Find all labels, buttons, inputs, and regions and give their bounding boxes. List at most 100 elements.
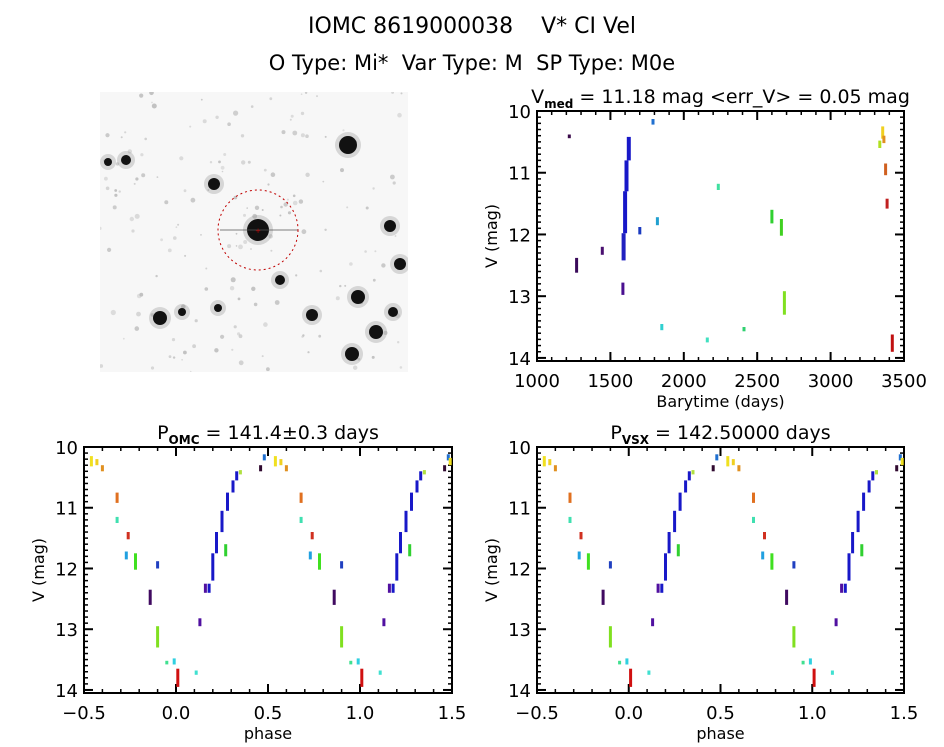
faint-star bbox=[120, 136, 123, 139]
phase-point bbox=[843, 583, 847, 593]
faint-star bbox=[134, 326, 140, 331]
phase-point bbox=[391, 583, 395, 593]
faint-star bbox=[241, 160, 246, 165]
faint-star bbox=[281, 130, 286, 135]
x-tick-label: 3000 bbox=[808, 371, 854, 392]
faint-star bbox=[202, 119, 207, 124]
faint-star bbox=[220, 334, 225, 339]
faint-star bbox=[114, 193, 118, 197]
phase-point bbox=[687, 471, 691, 481]
plot-frame bbox=[536, 110, 905, 362]
phase-point bbox=[856, 510, 860, 533]
faint-star bbox=[189, 370, 192, 372]
phase-point bbox=[900, 457, 904, 466]
phase-point bbox=[194, 670, 198, 675]
faint-star bbox=[171, 338, 176, 342]
phase-point bbox=[647, 670, 651, 675]
phase-point bbox=[387, 583, 391, 593]
faint-star bbox=[346, 206, 349, 209]
phase-point bbox=[115, 492, 119, 503]
faint-star bbox=[156, 176, 159, 178]
plot-1: POMC = 141.4±0.3 days 10 11 12 13 14−0.5 0.0 0.… bbox=[29, 422, 466, 743]
faint-star bbox=[266, 367, 270, 372]
phase-point bbox=[382, 618, 386, 627]
faint-star bbox=[399, 366, 403, 369]
x-tick-label: 0.0 bbox=[162, 703, 191, 724]
x-axis-label: phase bbox=[696, 724, 744, 743]
faint-star bbox=[150, 366, 155, 370]
bright-star bbox=[275, 275, 285, 285]
phase-point bbox=[851, 532, 855, 554]
phase-point bbox=[310, 532, 314, 540]
title-rest: = 142.50000 days bbox=[649, 422, 831, 444]
phase-point bbox=[172, 658, 176, 665]
phase-point bbox=[198, 618, 202, 627]
faint-star bbox=[340, 168, 344, 173]
phase-point bbox=[676, 544, 680, 557]
faint-star bbox=[155, 274, 158, 278]
bright-star bbox=[384, 220, 396, 232]
title-main: P bbox=[157, 422, 168, 444]
phase-point bbox=[785, 589, 789, 605]
faint-star bbox=[250, 248, 252, 250]
faint-star bbox=[133, 182, 136, 185]
plot-2: PVSX = 142.50000 days 10 11 12 13 14−0.5 0.0 0.… bbox=[482, 422, 918, 743]
phase-point bbox=[691, 470, 695, 475]
faint-star bbox=[205, 267, 208, 270]
faint-star bbox=[292, 194, 296, 198]
bright-star bbox=[208, 178, 220, 190]
x-tick-label: 1.0 bbox=[798, 703, 827, 724]
title-subscript: VSX bbox=[622, 433, 650, 447]
bright-star bbox=[306, 309, 318, 321]
x-axis-label: Barytime (days) bbox=[656, 392, 784, 411]
faint-star bbox=[209, 161, 213, 164]
faint-star bbox=[263, 168, 267, 172]
x-tick-label: 0.5 bbox=[706, 703, 735, 724]
faint-star bbox=[243, 213, 246, 217]
bright-star bbox=[394, 258, 406, 270]
data-point bbox=[881, 126, 885, 139]
x-tick-label: 0.5 bbox=[254, 703, 283, 724]
phase-point bbox=[792, 626, 796, 648]
faint-star bbox=[270, 172, 276, 177]
phase-point bbox=[415, 480, 419, 493]
faint-star bbox=[295, 274, 298, 277]
phase-point bbox=[126, 532, 130, 540]
faint-star bbox=[230, 277, 236, 283]
phase-point bbox=[238, 470, 242, 475]
phase-point bbox=[860, 544, 864, 557]
phase-point bbox=[895, 465, 899, 472]
y-tick-label: 13 bbox=[508, 287, 531, 308]
phase-point bbox=[867, 480, 871, 493]
faint-star bbox=[220, 165, 225, 170]
plot-title: PVSX = 142.50000 days bbox=[610, 422, 830, 447]
data-point bbox=[878, 140, 882, 148]
phase-point bbox=[651, 618, 655, 627]
faint-star bbox=[105, 133, 110, 138]
faint-star bbox=[181, 304, 186, 309]
faint-star bbox=[233, 110, 239, 116]
faint-star bbox=[100, 364, 104, 368]
plot-0: Vmed = 11.18 mag <err_V> = 0.05 mag10111… bbox=[482, 86, 927, 411]
phase-point bbox=[156, 626, 160, 648]
plot-title: Vmed = 11.18 mag <err_V> = 0.05 mag bbox=[531, 86, 910, 111]
faint-star bbox=[394, 235, 397, 237]
faint-star bbox=[365, 206, 369, 210]
faint-star bbox=[127, 149, 132, 154]
phase-point bbox=[656, 583, 660, 593]
faint-star bbox=[304, 92, 308, 94]
faint-star bbox=[318, 334, 322, 338]
faint-star bbox=[240, 134, 245, 138]
x-tick-label: 1000 bbox=[514, 371, 560, 392]
phase-point bbox=[308, 551, 312, 560]
faint-star bbox=[144, 137, 147, 141]
phase-point bbox=[625, 658, 629, 665]
bright-star bbox=[388, 307, 398, 317]
faint-star bbox=[223, 153, 227, 156]
faint-star bbox=[289, 118, 292, 121]
phase-point bbox=[711, 465, 715, 472]
faint-star bbox=[227, 244, 232, 249]
phase-point bbox=[601, 589, 605, 605]
phase-point bbox=[95, 459, 99, 466]
y-axis-label: V (mag) bbox=[482, 204, 501, 268]
